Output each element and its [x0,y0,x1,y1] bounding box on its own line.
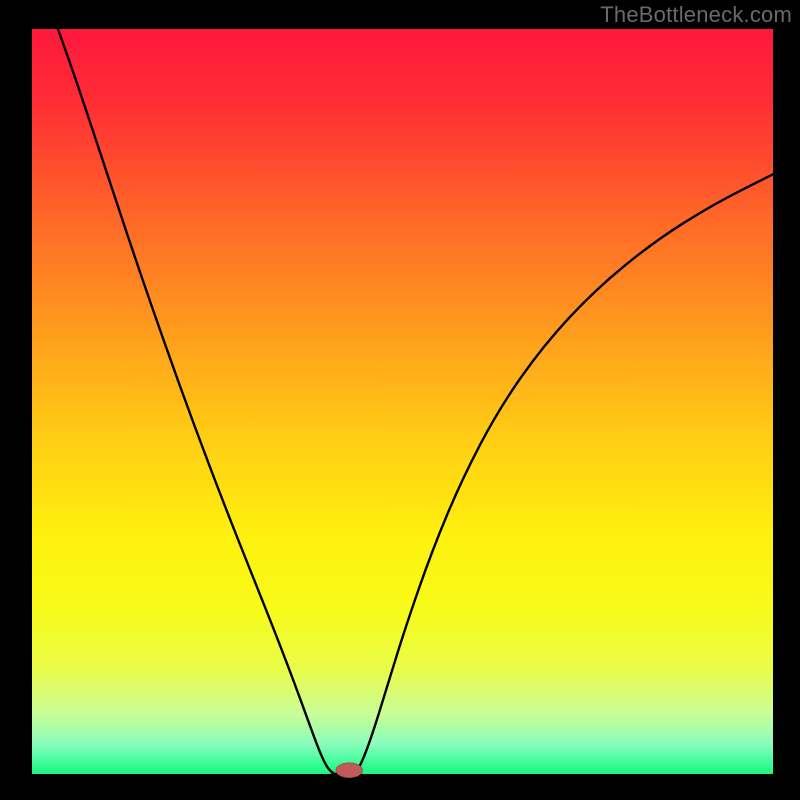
bottleneck-chart [0,0,800,800]
bottleneck-marker [336,763,363,778]
chart-container: TheBottleneck.com [0,0,800,800]
watermark-text: TheBottleneck.com [600,2,792,28]
plot-area [32,29,773,774]
